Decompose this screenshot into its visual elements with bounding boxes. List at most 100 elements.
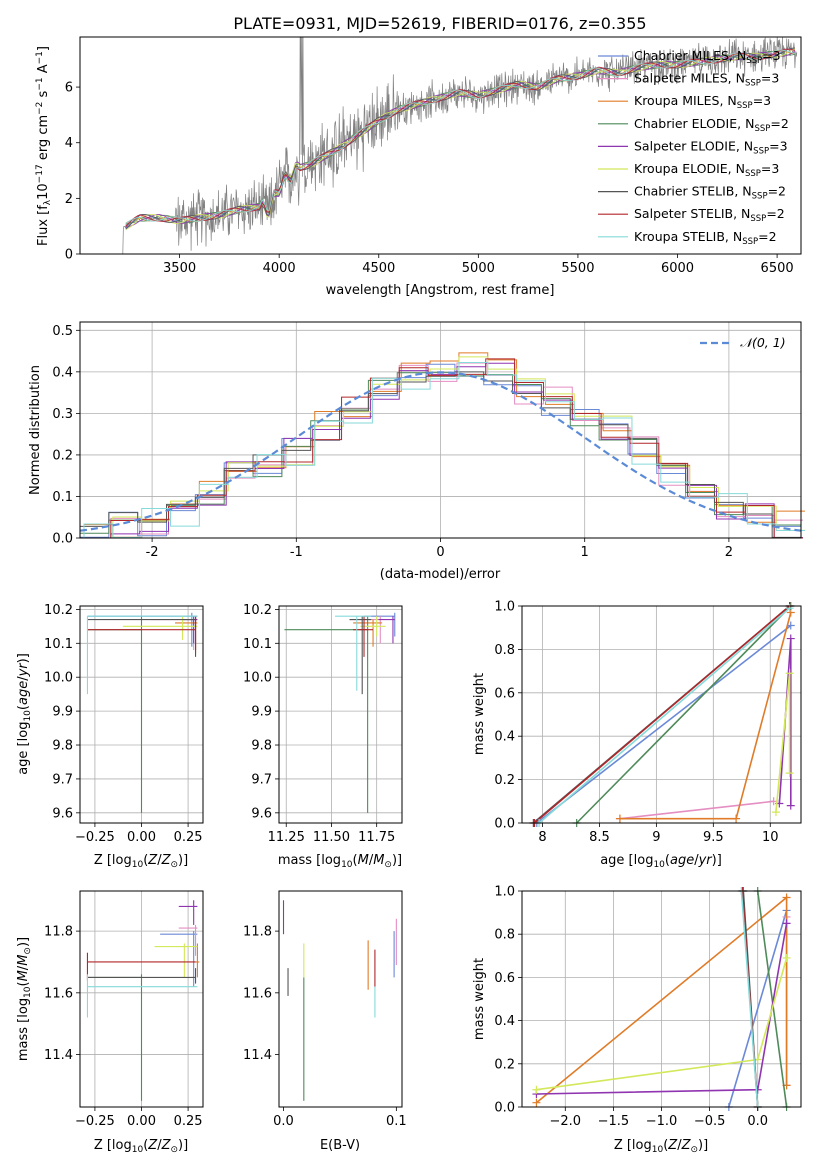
x-tick-label: −0.5	[694, 1114, 726, 1129]
mass-vs-metallicity-ylabel: mass [log10(M/M⊙)]	[16, 937, 33, 1061]
histograms	[79, 352, 805, 539]
weight-vs-age-panel: 8 8.5 9 9.5 10 0.0 0.2 0.4 0.6 0.8 1.0 age [log10(…	[472, 600, 802, 870]
spectrum-lines	[121, 36, 798, 255]
mass-vs-reddening-xlabel: E(B-V)	[320, 1138, 360, 1153]
legend-label-kroupa-stelib: Kroupa STELIB, NSSP=2	[634, 229, 777, 247]
legend-label-chabrier-stelib: Chabrier STELIB, NSSP=2	[634, 184, 786, 202]
x-tick-label: 0.00	[127, 830, 156, 845]
weight-line-kroupa-miles	[619, 612, 792, 820]
y-tick-label: 9.8	[52, 739, 73, 754]
weight-line-salpeter-stelib	[533, 605, 791, 824]
weight-marker	[786, 801, 795, 810]
y-tick-label: 0.2	[494, 773, 515, 788]
y-tick-label: 0.4	[494, 730, 515, 745]
age-vs-metallicity-ylabel: age [log10(age/yr)]	[16, 653, 33, 775]
histogram-ylabel: Normed distribution	[28, 365, 43, 495]
legend-label-normal: 𝒩(0, 1)	[740, 335, 786, 350]
y-tick-label: 0.4	[494, 1014, 515, 1029]
x-tick-label: −0.25	[75, 1114, 115, 1129]
x-tick-label: 6000	[661, 261, 694, 276]
weight-line-kroupa-stelib	[740, 890, 759, 1108]
mass-vs-reddening-panel: 0.0 0.1 11.4 11.6 11.8 E(B-V)	[243, 890, 407, 1153]
x-tick-label: 4000	[263, 261, 296, 276]
mass-vs-metallicity-frame	[79, 890, 204, 1108]
y-tick-label: 0.0	[52, 532, 73, 547]
y-tick-label: 11.4	[44, 1048, 73, 1063]
mass-vs-metallicity-panel: −0.25 0.00 0.25 11.4 11.6 11.8 Z [log10(Z/Z⊙)…	[16, 890, 204, 1155]
spectrum-axes-frame	[79, 36, 802, 255]
y-tick-label: 10.1	[243, 637, 272, 652]
histogram-panel: -2 -1 0 1 2 0.0 0.1 0.2 0.3 0.4 0.5 𝒩(0, 1) (data-…	[28, 321, 805, 582]
y-tick-label: 9.9	[52, 705, 73, 720]
model-spectrum-line	[125, 48, 796, 227]
y-tick-label: 9.8	[251, 739, 272, 754]
histogram-kroupa-elodie	[84, 356, 805, 539]
legend-label-chabrier-miles: Chabrier MILES, NSSP=3	[634, 48, 781, 66]
weight-vs-metallicity-xlabel: Z [log10(Z/Z⊙)]	[614, 1138, 708, 1155]
x-tick-label: 3500	[163, 261, 196, 276]
weight-marker	[786, 634, 795, 643]
x-tick-label: −1.5	[598, 1114, 630, 1129]
weight-marker	[753, 1085, 762, 1094]
model-spectrum-line	[125, 49, 796, 224]
x-tick-label: 8.5	[589, 830, 610, 845]
weight-line-kroupa-elodie	[775, 673, 791, 813]
weight-vs-age-xlabel: age [log10(age/yr)]	[600, 853, 722, 870]
y-tick-label: 0.0	[494, 817, 515, 832]
x-tick-label: 0.25	[174, 1114, 203, 1129]
legend-label-kroupa-elodie: Kroupa ELODIE, NSSP=3	[634, 161, 779, 179]
y-tick-label: 10.2	[243, 603, 272, 618]
x-tick-label: 11.75	[358, 830, 395, 845]
model-spectrum-line	[125, 47, 796, 230]
weight-marker	[532, 1098, 541, 1107]
y-tick-label: 10.0	[243, 671, 272, 686]
y-tick-label: 2	[65, 192, 73, 207]
y-tick-label: 0.8	[494, 643, 515, 658]
x-tick-label: 11.25	[268, 830, 305, 845]
histogram-chabrier-elodie	[79, 371, 801, 538]
x-tick-label: 9	[652, 830, 660, 845]
x-tick-label: 5000	[462, 261, 495, 276]
weight-vs-metallicity-panel: −2.0 −1.5 −1.0 −0.5 0.0 0.0 0.2 0.4 0.6 0.8 1.0 Z …	[472, 885, 802, 1155]
weight-marker	[615, 814, 624, 823]
weight-line-chabrier-miles	[536, 624, 792, 824]
y-tick-label: 4	[65, 136, 73, 151]
y-tick-label: 1.0	[494, 600, 515, 615]
y-tick-label: 10.0	[44, 671, 73, 686]
y-tick-label: 11.6	[44, 986, 73, 1001]
y-tick-label: 0.6	[494, 971, 515, 986]
mass-vs-reddening-frame	[278, 890, 403, 1108]
y-tick-label: 0.8	[494, 928, 515, 943]
x-tick-label: -2	[146, 545, 159, 560]
x-tick-label: 2	[725, 545, 733, 560]
y-tick-label: 9.9	[251, 705, 272, 720]
y-tick-label: 0.3	[52, 407, 73, 422]
x-tick-label: 11.50	[313, 830, 350, 845]
mass-vs-metallicity-xlabel: Z [log10(Z/Z⊙)]	[94, 1138, 188, 1155]
x-tick-label: 0.0	[273, 1114, 294, 1129]
spectrum-xlabel: wavelength [Angstrom, rest frame]	[326, 283, 555, 298]
y-tick-label: 0.4	[52, 365, 73, 380]
y-tick-label: 11.6	[243, 986, 272, 1001]
weight-line-chabrier-miles	[728, 910, 788, 1108]
x-tick-label: 8	[538, 830, 546, 845]
legend-label-salpeter-miles: Salpeter MILES, NSSP=3	[634, 71, 779, 89]
weight-vs-metallicity-ylabel: mass weight	[472, 958, 487, 1040]
histogram-salpeter-stelib	[82, 358, 803, 539]
weight-vs-age-frame	[521, 605, 802, 824]
legend-label-kroupa-miles: Kroupa MILES, NSSP=3	[634, 93, 771, 111]
x-tick-label: 0	[436, 545, 444, 560]
weight-vs-age-ylabel: mass weight	[472, 673, 487, 755]
age-vs-metallicity-panel: −0.25 0.00 0.25 9.6 9.7 9.8 9.9 10.0 10.1 10.2 Z …	[16, 603, 204, 870]
x-tick-label: 6500	[761, 261, 794, 276]
weight-line-kroupa-stelib	[538, 607, 791, 824]
x-tick-label: 10	[762, 830, 779, 845]
x-tick-label: 0.25	[174, 830, 203, 845]
weight-vs-metallicity-lines	[532, 887, 791, 1111]
y-tick-label: 10.1	[44, 637, 73, 652]
x-tick-label: −2.0	[550, 1114, 582, 1129]
y-tick-label: 0.0	[494, 1101, 515, 1116]
weight-marker	[782, 893, 791, 902]
legend-label-chabrier-elodie: Chabrier ELODIE, NSSP=2	[634, 116, 789, 134]
